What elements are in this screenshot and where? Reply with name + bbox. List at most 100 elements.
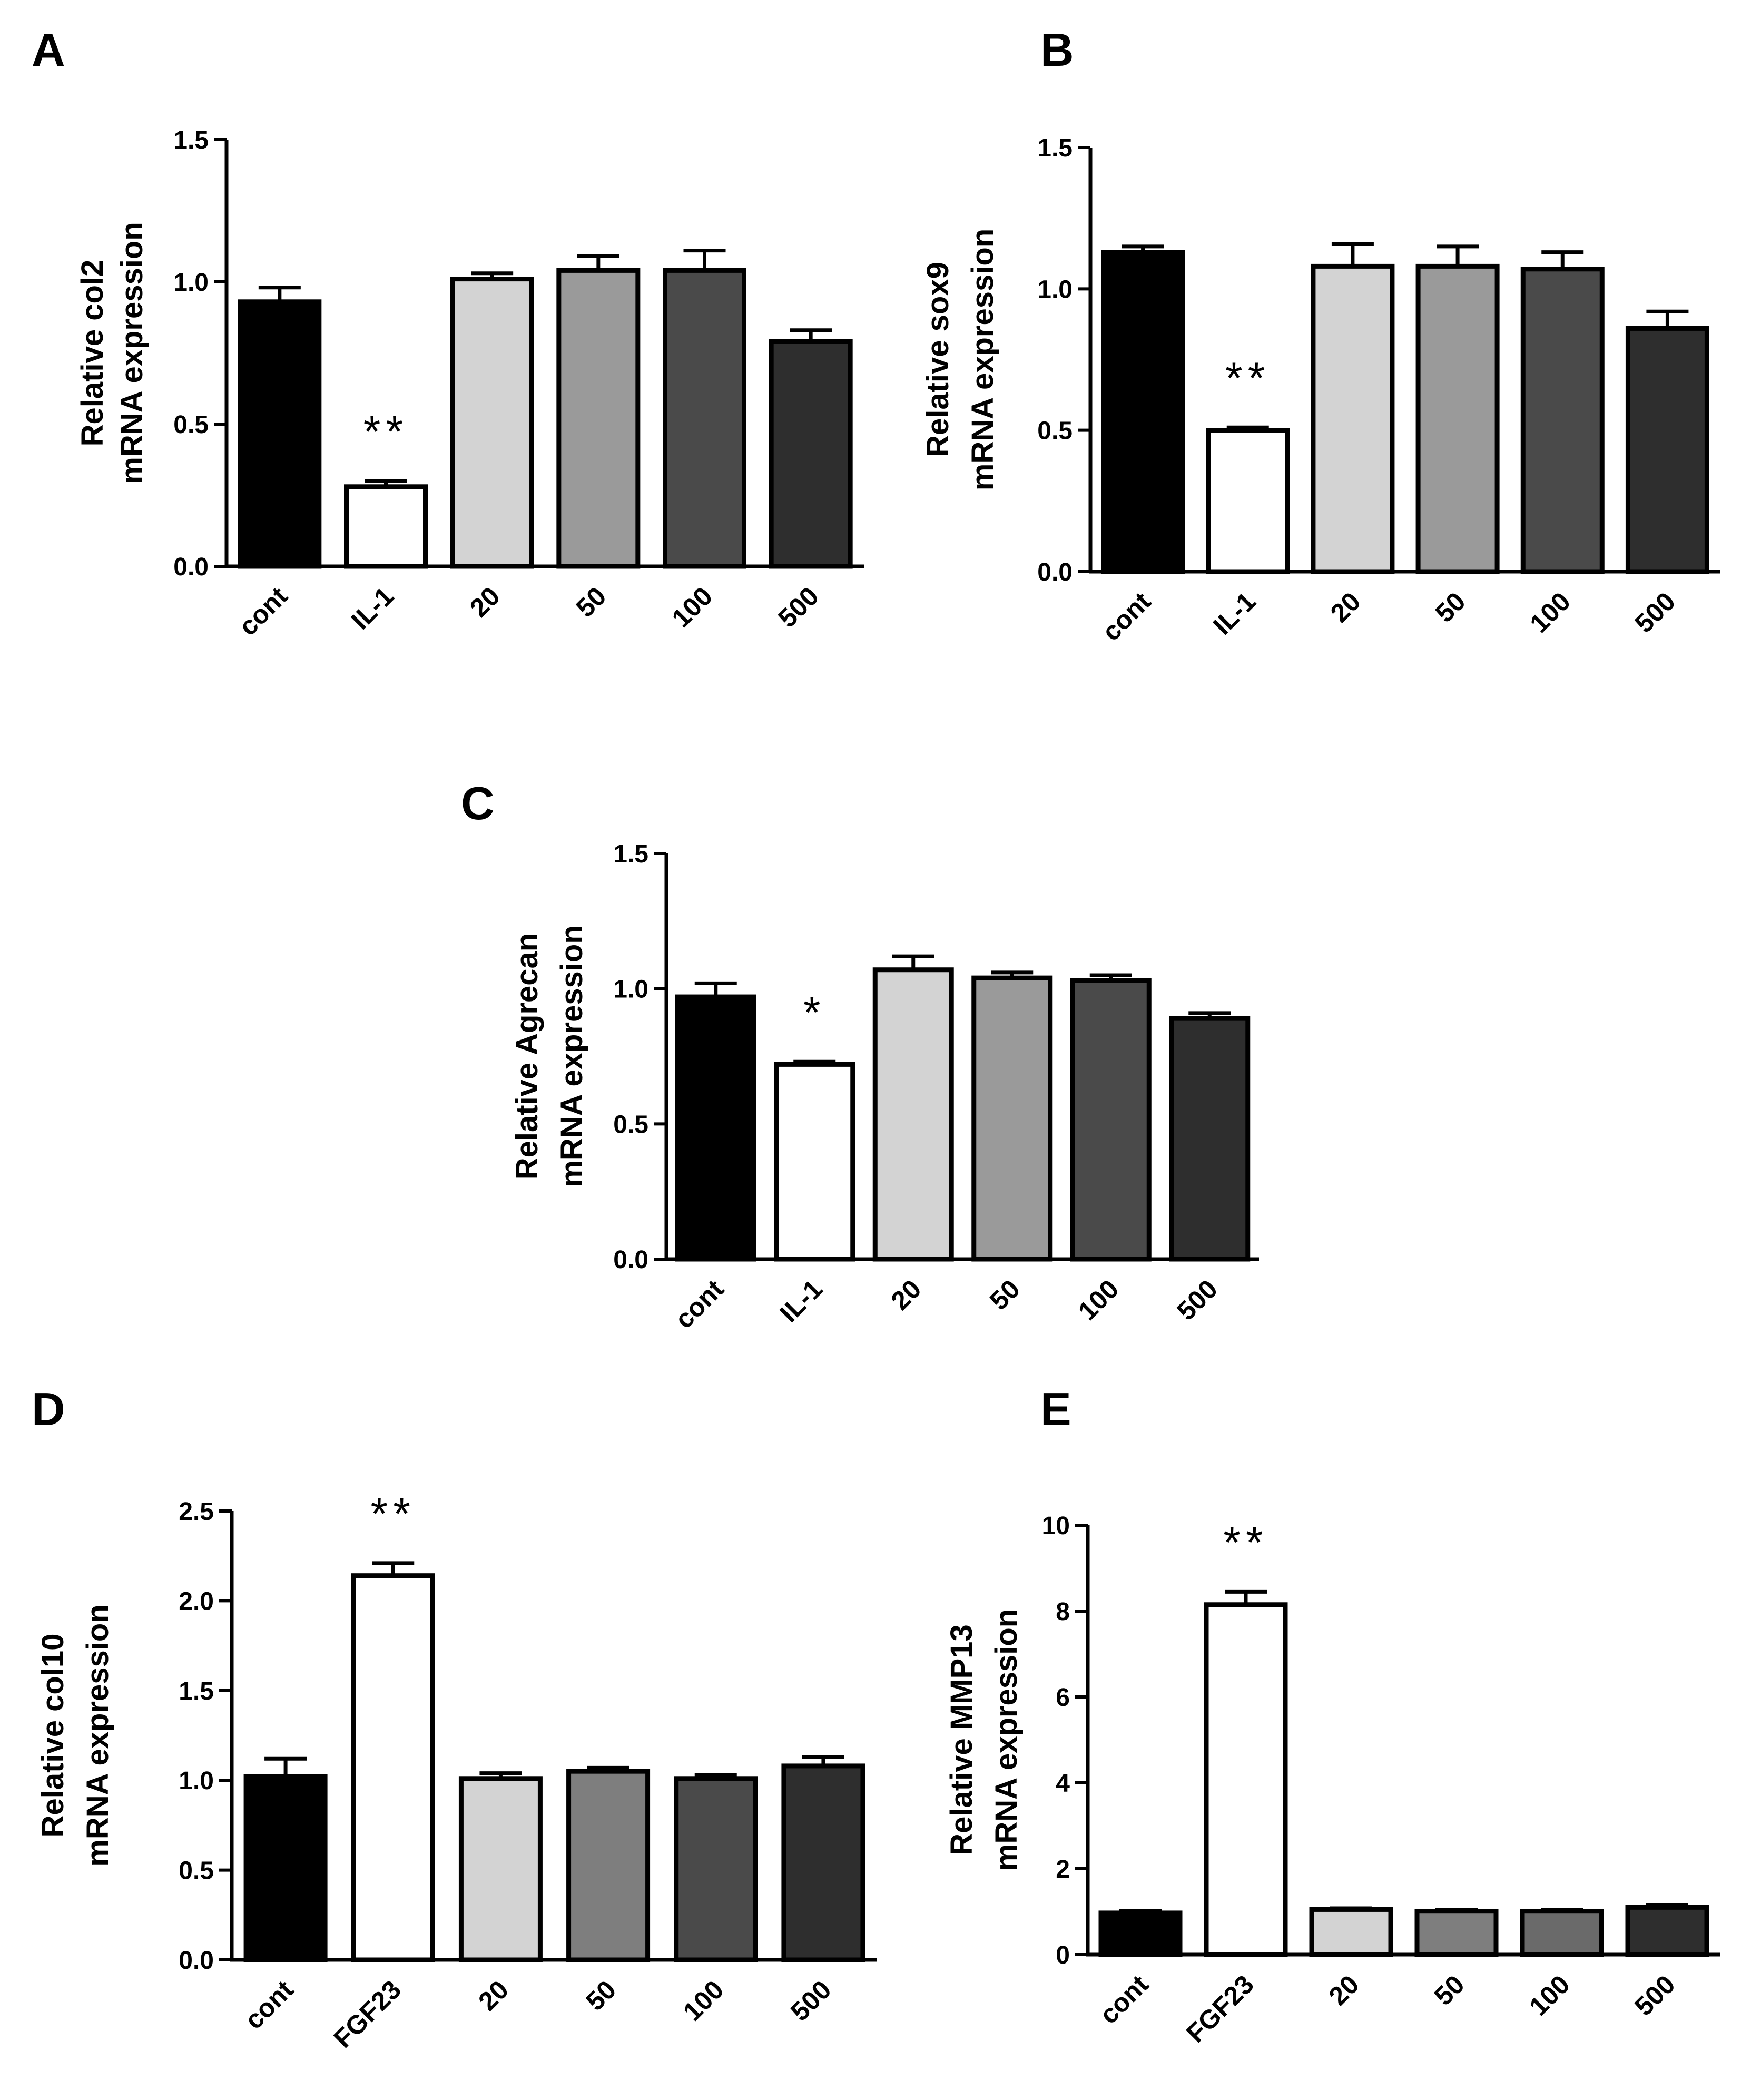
panel-d: D 0.0 0.5 1.0 1.5 2.0 2.5 Relative col10 mRNA ex…: [32, 1383, 877, 2054]
y-axis-label-a: Relative col2: [75, 260, 110, 447]
bar-e-50: [1414, 1909, 1499, 1957]
y-tick-label-e: 4: [1056, 1770, 1070, 1798]
y-tick-label-e: 0: [1056, 1941, 1070, 1969]
x-tick-label-c-100: 100: [1073, 1274, 1125, 1326]
panel-e: E 0 2 4 6 8 10 Relative MMP13 mRNA expression con…: [945, 1383, 1720, 2048]
x-tick-label-e-cont: cont: [1094, 1969, 1154, 2029]
bar-d-50: [566, 1769, 651, 1962]
bar-b-cont: [1101, 250, 1185, 574]
x-tick-label-b-100: 100: [1524, 586, 1576, 639]
bar-a-20: [450, 277, 534, 569]
x-tick-label-c-500: 500: [1171, 1274, 1223, 1326]
x-tick-label-e-fgf23: FGF23: [1181, 1969, 1260, 2048]
panel-letter-d: D: [32, 1383, 65, 1435]
y-axis-label-b: mRNA expression: [966, 229, 1000, 490]
y-axis-label-d: mRNA expression: [81, 1604, 115, 1866]
x-tick-label-b-cont: cont: [1096, 586, 1156, 646]
bar-e-cont: [1098, 1910, 1183, 1957]
bar-e-500: [1625, 1905, 1709, 1957]
significance-b: **: [1225, 353, 1270, 403]
x-tick-label-e-50: 50: [1429, 1969, 1470, 2011]
x-tick-label-c-il-1: IL-1: [774, 1274, 828, 1328]
y-axis-label-b: Relative sox9: [921, 262, 955, 457]
y-axis-label-e: Relative MMP13: [945, 1624, 979, 1855]
x-tick-label-a-cont: cont: [233, 581, 293, 641]
y-tick-label-e: 2: [1056, 1856, 1070, 1883]
x-tick-label-d-50: 50: [580, 1975, 622, 2016]
panel-b: B 0.0 0.5 1.0 1.5 Relative sox9 mRNA expressio…: [921, 24, 1720, 646]
x-tick-label-e-20: 20: [1323, 1969, 1365, 2011]
bar-b-il-1: [1206, 428, 1290, 574]
x-tick-label-a-100: 100: [666, 581, 719, 633]
bar-d-fgf23: [351, 1573, 435, 1962]
panel-c: C 0.0 0.5 1.0 1.5 Relative Agrecan mRNA expres…: [461, 777, 1259, 1334]
y-tick-label-d: 0.0: [179, 1947, 214, 1975]
bar-c-100: [1070, 978, 1152, 1262]
panel-a: A 0.0 0.5 1.0 1.5 Relative col2 mRNA expressio…: [32, 24, 864, 641]
bar-c-il-1: [774, 1062, 855, 1262]
panel-letter-c: C: [461, 777, 495, 829]
y-tick-label-e: 10: [1042, 1512, 1070, 1540]
bar-e-fgf23: [1204, 1602, 1288, 1957]
y-tick-label-c: 0.5: [613, 1111, 648, 1139]
bar-c-500: [1169, 1016, 1251, 1262]
bar-a-50: [556, 268, 641, 569]
x-tick-label-e-100: 100: [1523, 1969, 1576, 2022]
panel-letter-e: E: [1040, 1383, 1071, 1435]
y-tick-label-b: 1.5: [1037, 134, 1073, 162]
y-tick-label-d: 0.5: [179, 1857, 214, 1885]
bar-b-50: [1415, 263, 1500, 574]
bar-c-50: [971, 975, 1053, 1262]
bar-d-100: [674, 1776, 758, 1962]
bar-b-20: [1311, 263, 1395, 574]
significance-e: **: [1223, 1517, 1268, 1567]
x-tick-label-b-500: 500: [1629, 586, 1681, 639]
x-tick-label-e-500: 500: [1629, 1969, 1681, 2022]
x-tick-label-a-20: 20: [464, 581, 506, 623]
y-axis-label-e: mRNA expression: [989, 1609, 1024, 1871]
y-axis-label-c: Relative Agrecan: [510, 933, 544, 1180]
significance-d: **: [371, 1489, 416, 1538]
y-tick-label-d: 2.0: [179, 1587, 214, 1615]
bar-b-500: [1625, 326, 1709, 574]
x-tick-label-d-fgf23: FGF23: [328, 1975, 407, 2054]
bar-e-20: [1309, 1907, 1393, 1957]
bar-a-cont: [238, 299, 322, 569]
y-axis-label-c: mRNA expression: [555, 925, 589, 1187]
y-tick-label-c: 1.5: [613, 840, 648, 868]
panel-letter-a: A: [32, 24, 65, 76]
y-tick-label-e: 6: [1056, 1684, 1070, 1712]
y-tick-label-b: 0.5: [1037, 417, 1073, 445]
x-tick-label-c-cont: cont: [669, 1274, 729, 1334]
bar-c-cont: [675, 994, 756, 1262]
bar-b-100: [1520, 267, 1605, 574]
x-tick-label-a-500: 500: [772, 581, 824, 633]
x-tick-label-d-500: 500: [785, 1975, 837, 2027]
y-tick-label-d: 2.5: [179, 1498, 214, 1526]
y-axis-label-d: Relative col10: [36, 1634, 70, 1838]
y-tick-label-c: 0.0: [613, 1246, 648, 1274]
bar-e-100: [1520, 1909, 1604, 1957]
x-tick-label-d-100: 100: [677, 1975, 730, 2027]
y-tick-label-b: 0.0: [1037, 558, 1073, 586]
x-tick-label-d-cont: cont: [239, 1975, 299, 2035]
significance-a: **: [363, 407, 408, 456]
bar-a-100: [663, 268, 746, 569]
x-tick-label-b-50: 50: [1430, 586, 1471, 628]
y-tick-label-a: 1.0: [173, 269, 209, 297]
significance-c: *: [803, 987, 826, 1037]
x-tick-label-c-50: 50: [984, 1274, 1026, 1316]
x-tick-label-d-20: 20: [473, 1975, 514, 2016]
x-tick-label-b-il-1: IL-1: [1207, 586, 1261, 640]
bar-a-il-1: [344, 484, 428, 569]
bar-d-500: [781, 1763, 865, 1962]
y-axis-label-a: mRNA expression: [115, 222, 149, 484]
y-tick-label-d: 1.0: [179, 1767, 214, 1795]
y-tick-label-a: 1.5: [173, 126, 209, 154]
bar-d-20: [458, 1776, 543, 1962]
y-tick-label-d: 1.5: [179, 1677, 214, 1705]
x-tick-label-a-50: 50: [570, 581, 612, 623]
y-tick-label-a: 0.5: [173, 411, 209, 439]
bar-c-20: [872, 967, 954, 1262]
